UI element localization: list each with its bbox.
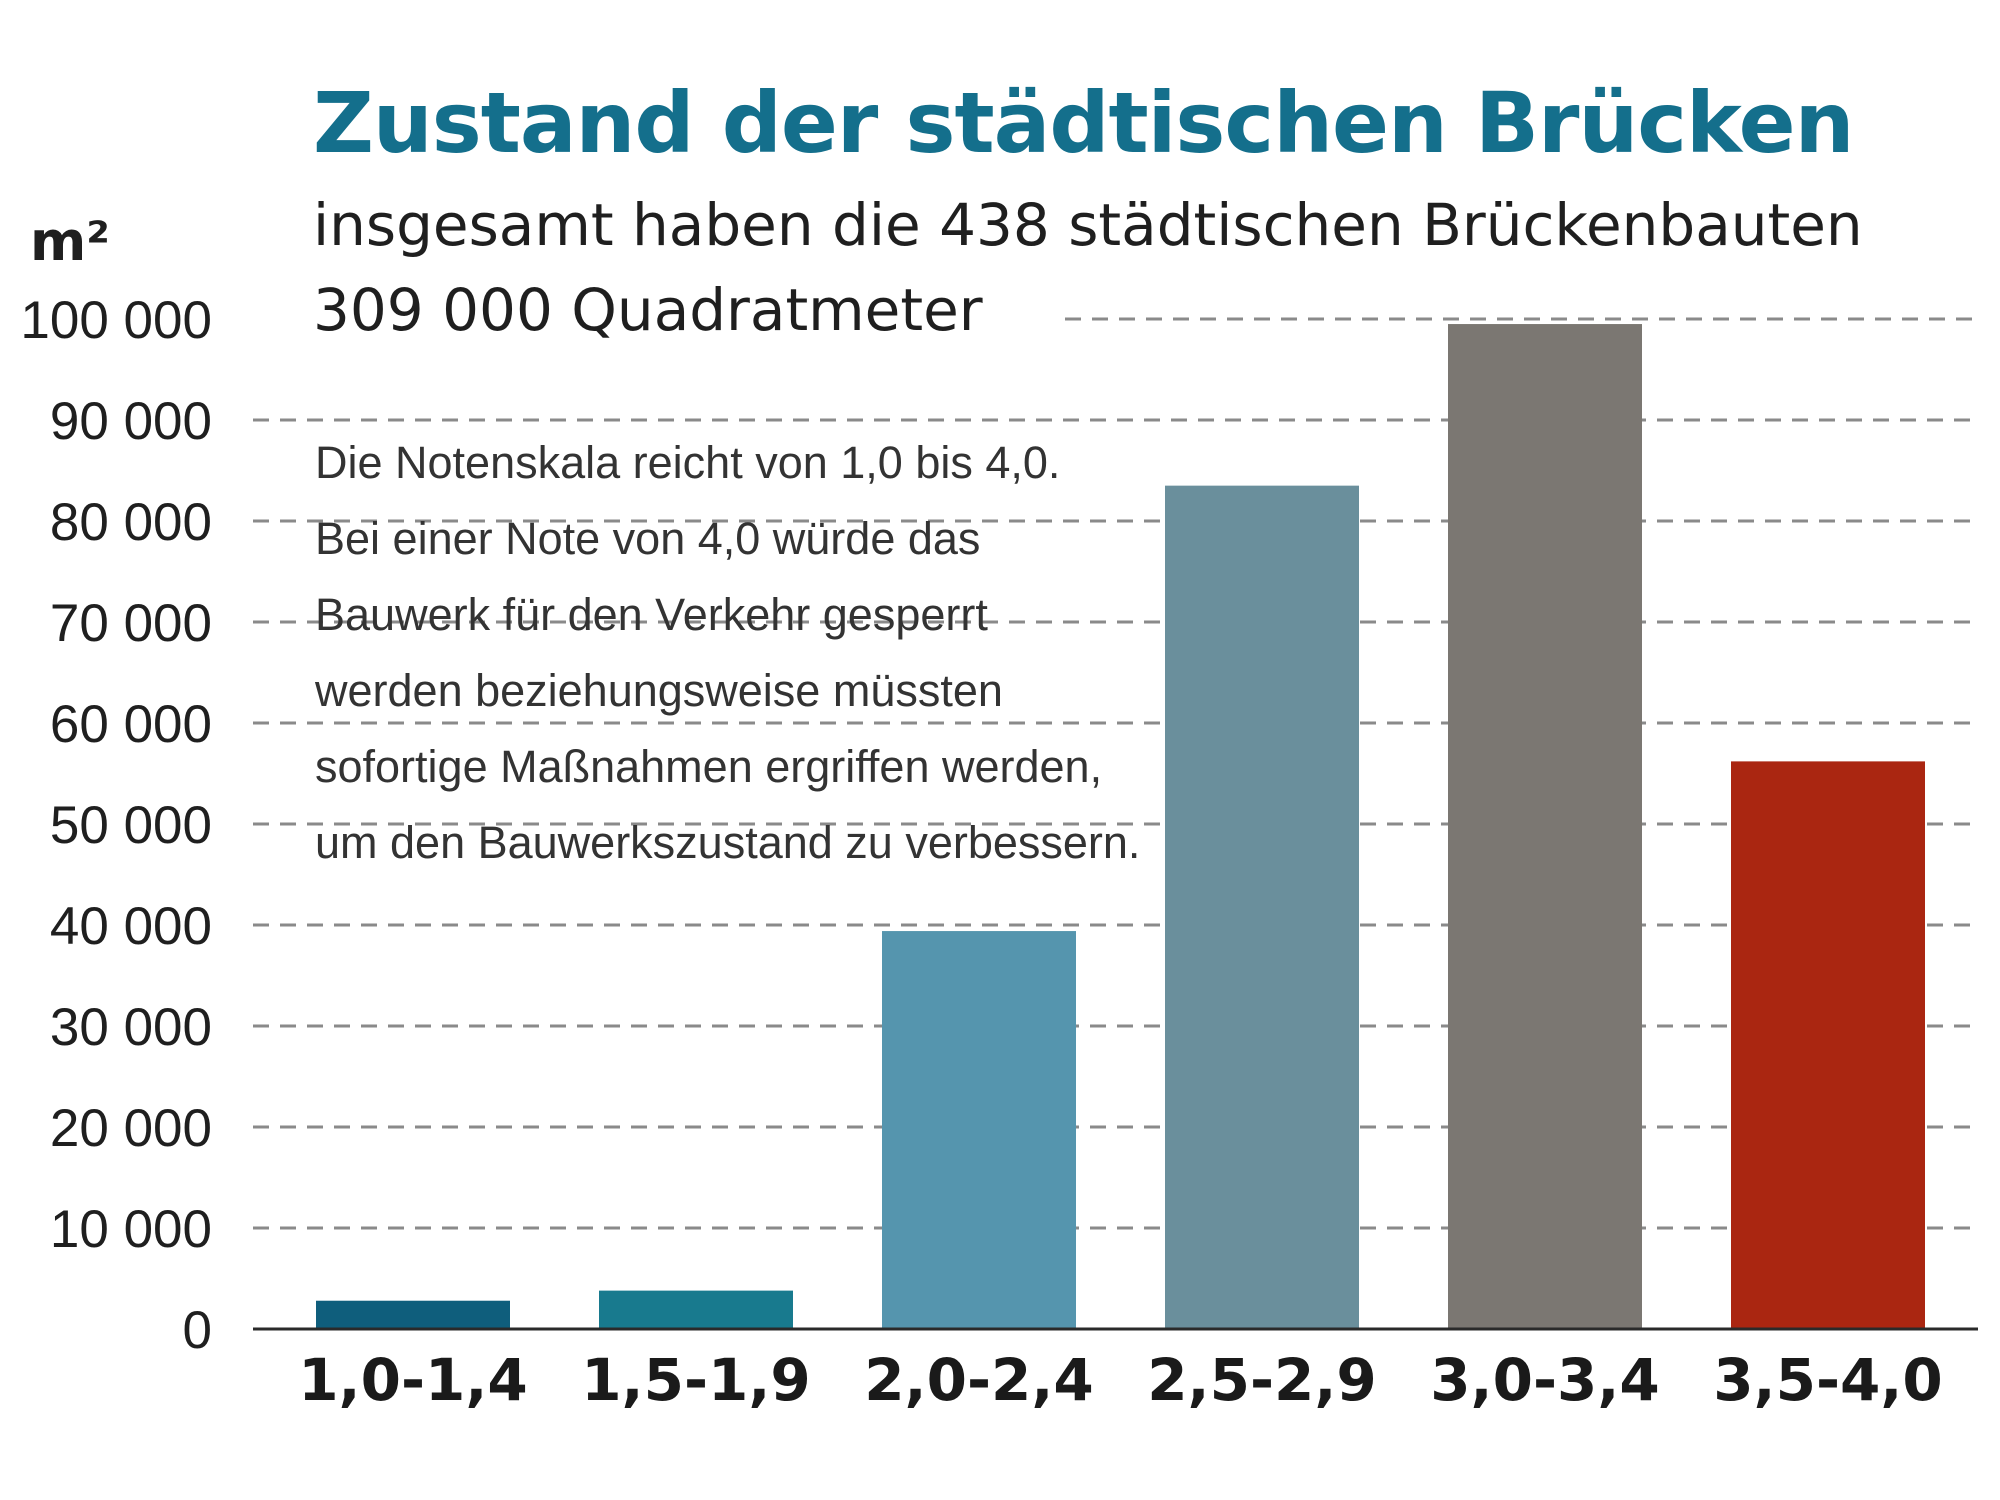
bar bbox=[1731, 761, 1925, 1329]
y-tick-label: 0 bbox=[183, 1301, 212, 1360]
x-tick-label: 3,0-3,4 bbox=[1430, 1346, 1660, 1414]
y-tick-label: 40 000 bbox=[50, 897, 212, 956]
y-tick-label: 90 000 bbox=[50, 392, 212, 451]
x-tick-label: 1,0-1,4 bbox=[298, 1346, 528, 1414]
annotation-line: um den Bauwerkszustand zu verbessern. bbox=[315, 817, 1140, 868]
annotation-line: Die Notenskala reicht von 1,0 bis 4,0. bbox=[315, 437, 1060, 488]
bars bbox=[316, 324, 1925, 1329]
bar bbox=[316, 1300, 510, 1329]
annotation-line: Bei einer Note von 4,0 würde das bbox=[315, 513, 980, 564]
bar bbox=[1165, 485, 1359, 1329]
chart-subtitle-line-2: 309 000 Quadratmeter bbox=[313, 276, 983, 344]
y-tick-label: 10 000 bbox=[50, 1200, 212, 1259]
y-tick-label: 60 000 bbox=[50, 695, 212, 754]
bar bbox=[1448, 324, 1642, 1329]
y-tick-label: 70 000 bbox=[50, 594, 212, 653]
annotation-line: werden beziehungsweise müssten bbox=[314, 665, 1003, 716]
y-tick-label: 80 000 bbox=[50, 493, 212, 552]
annotation-line: Bauwerk für den Verkehr gesperrt bbox=[315, 589, 988, 640]
annotation-box: Die Notenskala reicht von 1,0 bis 4,0. B… bbox=[314, 437, 1140, 868]
y-tick-label: 100 000 bbox=[20, 291, 212, 350]
y-tick-label: 30 000 bbox=[50, 998, 212, 1057]
x-axis-ticks: 1,0-1,4 1,5-1,9 2,0-2,4 2,5-2,9 3,0-3,4 3,5-4… bbox=[298, 1346, 1943, 1414]
x-tick-label: 2,5-2,9 bbox=[1147, 1346, 1377, 1414]
bar bbox=[882, 931, 1076, 1329]
y-axis-unit: m² bbox=[30, 210, 110, 273]
grid-lines bbox=[253, 317, 1978, 1230]
chart-title: Zustand der städtischen Brücken bbox=[313, 74, 1853, 172]
bar bbox=[599, 1290, 793, 1329]
x-tick-label: 1,5-1,9 bbox=[581, 1346, 811, 1414]
chart-subtitle-line-1: insgesamt haben die 438 städtischen Brüc… bbox=[313, 191, 1863, 259]
annotation-line: sofortige Maßnahmen ergriffen werden, bbox=[315, 741, 1102, 792]
y-tick-label: 20 000 bbox=[50, 1099, 212, 1158]
y-tick-label: 50 000 bbox=[50, 796, 212, 855]
x-tick-label: 2,0-2,4 bbox=[864, 1346, 1094, 1414]
y-axis-ticks: 0 10 000 20 000 30 000 40 000 50 000 60 000 70 … bbox=[20, 291, 212, 1360]
x-tick-label: 3,5-4,0 bbox=[1713, 1346, 1943, 1414]
